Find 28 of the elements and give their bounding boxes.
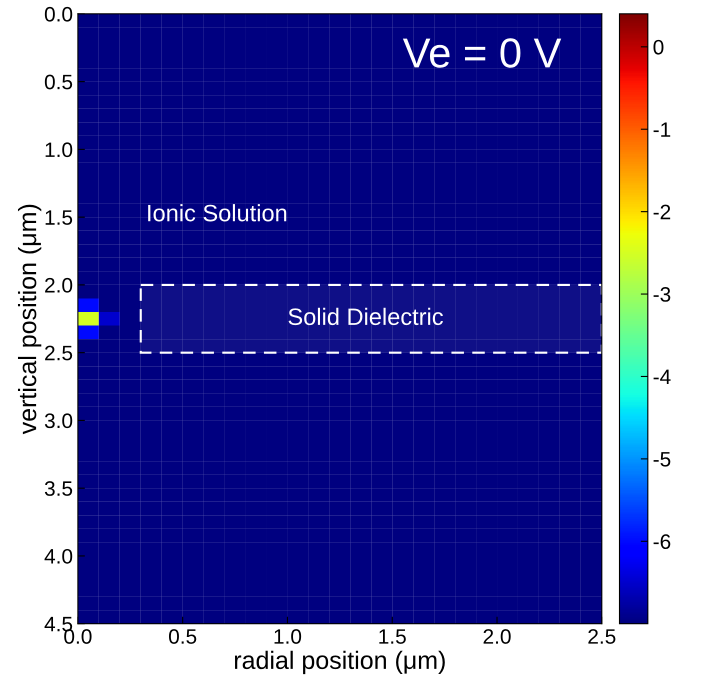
band-label: Solid Dielectric [288,308,443,326]
y-tick-label: 2.5 [45,346,72,360]
color-bar-label: -4 [654,370,671,384]
color-bar-label: -1 [654,122,670,137]
x-tick-label: 2.5 [588,629,616,644]
color-bar-label: -2 [654,204,670,220]
y-tick-label: 2.0 [45,278,72,293]
annotation: Ionic Solution [148,204,286,222]
y-tick-label: 1.5 [46,210,72,225]
color-bar-label: -5 [654,452,670,467]
color-bar-label: -3 [654,287,670,302]
y-axis-title: vertical position (μm) [18,204,42,434]
y-tick-label: 0.0 [44,6,72,22]
y-tick-label: 1.0 [46,142,72,158]
x-tick-label: 0.5 [169,629,196,644]
y-tick-label: 0.5 [44,74,72,90]
x-tick-label: 1.0 [274,629,302,644]
x-tick-label: 0.0 [64,629,92,644]
y-tick-label: 4.5 [44,616,72,632]
x-axis-title: radial position (μm) [234,650,445,674]
y-tick-label: 4.0 [44,548,72,564]
x-tick-label: 2.0 [484,629,511,644]
y-tick-label: 3.5 [44,481,72,496]
color-bar-label: 0 [653,40,664,55]
color-bar-label: -6 [654,534,670,550]
x-tick-label: 1.5 [379,629,406,644]
annotation: Ve = 0 V [402,38,562,68]
y-tick-label: 3.0 [44,413,72,428]
